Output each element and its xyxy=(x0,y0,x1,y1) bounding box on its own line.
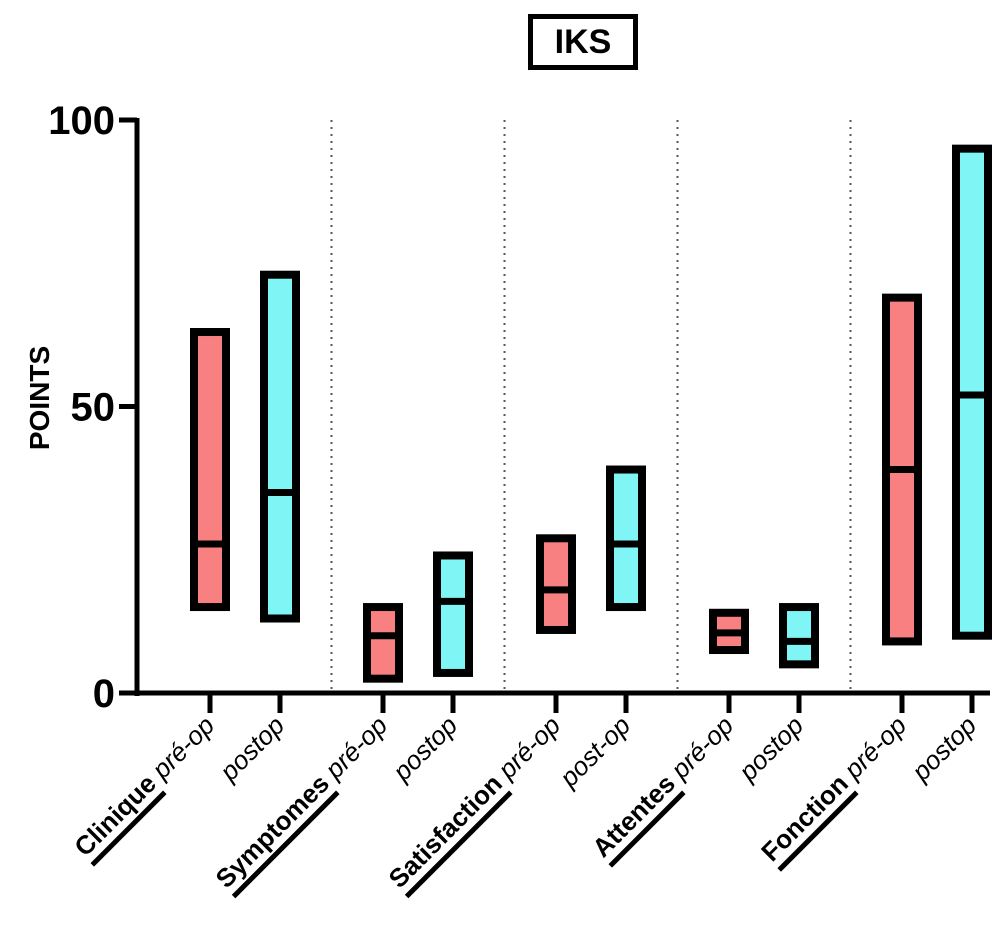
group-underline xyxy=(231,790,340,899)
group-underline xyxy=(90,790,167,867)
phase-label: pré-op xyxy=(660,710,739,789)
phase-label: pré-op xyxy=(487,710,566,789)
phase-label: postop xyxy=(732,710,809,787)
phase-label: postop xyxy=(386,710,463,787)
range-bar xyxy=(190,328,230,612)
category-label: Symptomes pré-op xyxy=(210,710,394,894)
chart-title: IKS xyxy=(528,14,638,70)
group-name-label: Attentes xyxy=(586,768,681,863)
phase-label: pré-op xyxy=(314,710,393,789)
group-name-label: Fonction xyxy=(755,768,854,867)
group-underline xyxy=(404,790,513,899)
group-name-label: Symptomes xyxy=(210,768,335,893)
phase-label: post-op xyxy=(553,710,636,793)
group-underline xyxy=(608,790,686,868)
y-tick-label: 0 xyxy=(93,672,115,716)
category-label: Clinique pré-op xyxy=(68,710,220,862)
phase-label: postop xyxy=(905,710,982,787)
range-bar xyxy=(536,534,576,634)
range-bar xyxy=(779,603,819,669)
y-tick-label: 50 xyxy=(71,386,116,430)
phase-label: pré-op xyxy=(141,710,220,789)
range-bar xyxy=(363,603,403,683)
y-tick-label: 100 xyxy=(48,99,115,143)
range-bar xyxy=(606,465,646,612)
group-underline xyxy=(777,790,859,872)
phase-label: postop xyxy=(213,710,290,787)
group-name-label: Satisfaction xyxy=(383,768,508,893)
range-bar xyxy=(433,551,473,677)
group-name-label: Clinique xyxy=(68,768,162,862)
phase-label: pré-op xyxy=(833,710,912,789)
range-bar xyxy=(260,270,300,623)
category-label: Satisfaction pré-op xyxy=(383,710,567,894)
